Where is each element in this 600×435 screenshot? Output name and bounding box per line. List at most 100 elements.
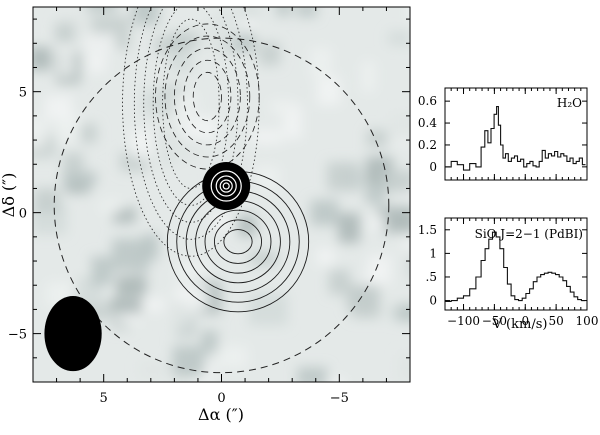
spec-ytick-label: 1.5 bbox=[418, 223, 437, 237]
spec-xtick-label: −50 bbox=[482, 314, 507, 328]
solid-contour-1 bbox=[223, 229, 253, 255]
dashed-contour-1 bbox=[192, 71, 222, 122]
texture-patch bbox=[387, 31, 410, 46]
texture-patch bbox=[33, 118, 46, 149]
texture-patch bbox=[86, 7, 117, 12]
texture-patch bbox=[310, 200, 339, 226]
sio-frame bbox=[444, 217, 588, 311]
continuum-peak bbox=[202, 162, 251, 211]
h2o-ticks: 0 0.2 0.4 0.6 bbox=[418, 88, 588, 180]
texture-patch bbox=[216, 345, 248, 369]
sio-spectrum-panel: 0 .5 1 1.5 −100 −50 0 50 100 SiO J=2−1 (PdBI) V … bbox=[418, 217, 599, 332]
dashed-contour-2 bbox=[183, 59, 232, 134]
map-xtick-label: 5 bbox=[100, 391, 108, 406]
texture-patch bbox=[361, 61, 376, 92]
texture-patch bbox=[90, 256, 113, 287]
spec-ytick-label: 0 bbox=[429, 294, 437, 308]
spec-ytick-label: .5 bbox=[426, 270, 437, 284]
texture-patch bbox=[55, 23, 74, 43]
map-xtick-label: 0 bbox=[217, 391, 225, 406]
texture-patch bbox=[214, 8, 244, 36]
texture-patch bbox=[296, 7, 318, 17]
map-ticks: 5 0 −5 5 0 −5 bbox=[8, 7, 410, 406]
spec-ytick-label: 0.2 bbox=[418, 138, 437, 152]
map-panel: 5 0 −5 5 0 −5 Δα (″) Δδ (″) bbox=[0, 6, 411, 424]
texture-patch bbox=[115, 275, 147, 296]
dotted-contour-2 bbox=[152, 7, 229, 206]
texture-patch bbox=[406, 250, 410, 278]
texture-patch bbox=[34, 188, 60, 213]
texture-patch bbox=[251, 129, 282, 144]
texture-patch bbox=[172, 345, 205, 377]
spec-xtick-label: −100 bbox=[447, 314, 480, 328]
peak-ring-2 bbox=[215, 175, 237, 197]
texture-patch bbox=[346, 284, 379, 310]
texture-patch bbox=[79, 123, 97, 143]
texture-patch bbox=[369, 215, 386, 232]
h2o-label: H₂O bbox=[557, 96, 582, 110]
texture-patch bbox=[87, 54, 106, 73]
spec-ytick-label: 0.4 bbox=[418, 116, 437, 130]
texture-patch bbox=[327, 378, 345, 382]
spec-ytick-label: 1 bbox=[429, 246, 437, 260]
texture-patch bbox=[255, 166, 280, 191]
primary-beam-circle bbox=[53, 37, 390, 374]
texture-patch bbox=[259, 42, 281, 66]
spec-xtick-label: 50 bbox=[548, 314, 563, 328]
texture-patch bbox=[316, 248, 335, 266]
texture-patch bbox=[132, 7, 159, 25]
texture-patch bbox=[212, 212, 230, 231]
texture-patch bbox=[317, 77, 341, 105]
map-ytick-label: −5 bbox=[8, 328, 27, 343]
texture-patch bbox=[396, 304, 410, 322]
texture-patch bbox=[62, 171, 97, 186]
spec-xtick-label: 0 bbox=[521, 314, 529, 328]
texture-patch bbox=[328, 269, 350, 295]
texture-patch bbox=[327, 162, 360, 191]
texture-patch bbox=[297, 367, 328, 382]
h2o-spectrum-panel: 0 0.2 0.4 0.6 H₂O bbox=[418, 87, 588, 181]
h2o-frame bbox=[444, 87, 588, 181]
sio-spectrum-line bbox=[445, 231, 586, 303]
texture-patch bbox=[130, 129, 152, 158]
texture-patch bbox=[100, 200, 123, 213]
texture-patch bbox=[276, 7, 291, 16]
texture-patch bbox=[366, 129, 388, 147]
spec-ytick-label: 0 bbox=[429, 160, 437, 174]
texture-patch bbox=[111, 238, 150, 272]
peak-ring-1 bbox=[210, 170, 242, 202]
texture-patch bbox=[338, 213, 361, 243]
texture-patch bbox=[406, 172, 410, 198]
sio-xlabel: V (km/s) bbox=[492, 317, 548, 332]
map-xlabel: Δα (″) bbox=[198, 405, 244, 424]
map-ytick-label: 5 bbox=[19, 86, 27, 101]
peak-core bbox=[202, 162, 251, 211]
texture-patch bbox=[33, 47, 52, 71]
spec-ytick-label: 0.6 bbox=[418, 94, 437, 108]
texture-patch bbox=[409, 7, 410, 20]
sio-label: SiO J=2−1 (PdBI) bbox=[475, 227, 583, 241]
h2o-spectrum-line bbox=[445, 106, 586, 171]
dashed-contour-5 bbox=[155, 23, 260, 170]
solid-contour-3 bbox=[204, 209, 272, 274]
peak-ring-3 bbox=[219, 179, 233, 193]
beam-ellipse bbox=[44, 296, 102, 372]
texture-patch bbox=[175, 261, 209, 279]
contour-layer bbox=[122, 7, 310, 313]
texture-patch bbox=[63, 152, 84, 174]
texture-patch bbox=[270, 100, 294, 114]
texture-patch bbox=[310, 47, 332, 77]
map-ytick-label: 0 bbox=[19, 207, 27, 222]
texture-patch bbox=[59, 48, 74, 77]
dotted-contour-5 bbox=[122, 7, 260, 257]
spec-xtick-label: 100 bbox=[576, 314, 599, 328]
texture-patch bbox=[397, 353, 410, 382]
texture-patch bbox=[380, 170, 410, 192]
texture-patch bbox=[169, 54, 193, 72]
texture-patch bbox=[367, 255, 391, 284]
texture-patch bbox=[390, 113, 410, 141]
texture-patch bbox=[171, 301, 190, 331]
map-ylabel: Δδ (″) bbox=[0, 173, 18, 218]
dotted-contour-4 bbox=[133, 7, 248, 240]
